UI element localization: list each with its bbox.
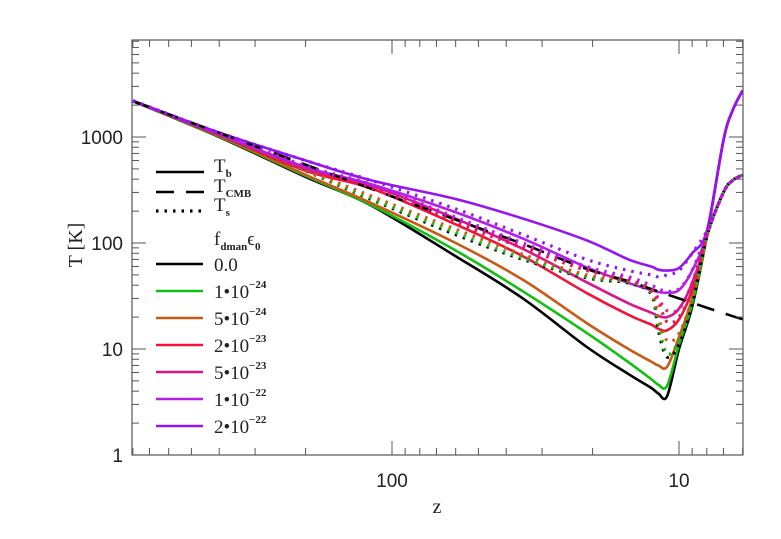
legend-label-2e-23: 2•10−23	[214, 333, 267, 357]
legend-label-Tcmb: TCMB	[214, 176, 252, 200]
legend-header: fdmanϵ0	[214, 229, 261, 253]
y-tick-label: 100	[91, 234, 123, 255]
legend-label-Tb: Tb	[214, 156, 232, 180]
legend-label-5e-24: 5•10−24	[214, 306, 267, 330]
x-tick-label: 10	[668, 471, 689, 492]
tb-line-2e-22	[132, 89, 743, 272]
y-tick-label: 1	[112, 446, 123, 467]
curves	[132, 89, 743, 401]
tick-labels: 1 10 100 1000 100 10	[81, 128, 690, 492]
curve-group	[132, 89, 743, 401]
legend-label-Ts: Ts	[214, 195, 231, 219]
y-tick-label: 10	[102, 340, 123, 361]
legend-label-5e-23: 5•10−23	[214, 360, 267, 384]
legend-label-0.0: 0.0	[214, 255, 238, 276]
ts-dotted-line-1e-22	[132, 99, 743, 294]
legend-label-1e-24: 1•10−24	[214, 279, 267, 303]
axis-ticks	[132, 40, 744, 456]
legend-label-1e-22: 1•10−22	[214, 387, 267, 411]
x-axis-title: z	[433, 496, 442, 518]
x-tick-label: 100	[376, 471, 408, 492]
ts-dotted-line-2e-22	[132, 99, 743, 279]
y-axis-title: T [K]	[65, 223, 87, 268]
y-tick-label: 1000	[81, 128, 123, 149]
legend-label-2e-22: 2•10−22	[214, 414, 267, 438]
